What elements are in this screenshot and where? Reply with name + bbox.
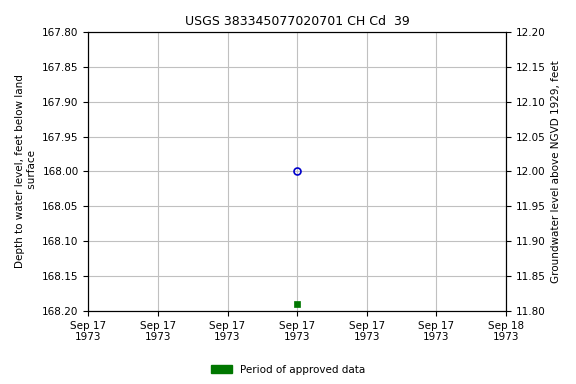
Title: USGS 383345077020701 CH Cd  39: USGS 383345077020701 CH Cd 39: [185, 15, 410, 28]
Y-axis label: Groundwater level above NGVD 1929, feet: Groundwater level above NGVD 1929, feet: [551, 60, 561, 283]
Legend: Period of approved data: Period of approved data: [207, 361, 369, 379]
Y-axis label: Depth to water level, feet below land
 surface: Depth to water level, feet below land su…: [15, 74, 37, 268]
